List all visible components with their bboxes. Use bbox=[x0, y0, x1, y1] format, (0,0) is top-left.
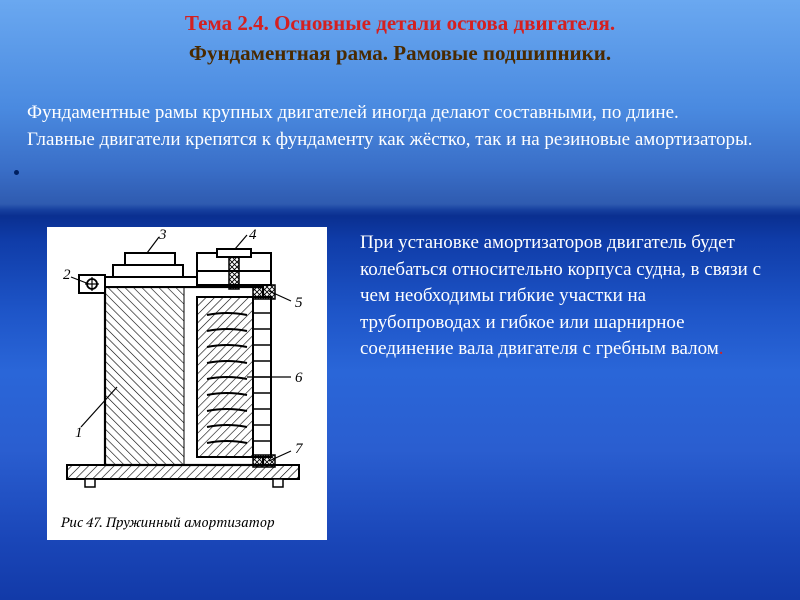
bullet-icon bbox=[14, 170, 19, 175]
figure-spring-absorber: 1 2 3 4 5 6 7 Рис 47. Пружинный амортиза… bbox=[47, 227, 327, 540]
svg-text:3: 3 bbox=[158, 227, 167, 243]
title-line2: Фундаментная рама. Рамовые подшипники. bbox=[30, 38, 770, 68]
title-line1: Тема 2.4. Основные детали остова двигате… bbox=[30, 8, 770, 38]
paragraph-3: При установке амортизаторов двигатель бу… bbox=[360, 232, 761, 359]
red-period: . bbox=[719, 338, 724, 359]
slide: Тема 2.4. Основные детали остова двигате… bbox=[0, 0, 800, 600]
svg-text:6: 6 bbox=[295, 370, 303, 386]
figure-caption: Рис 47. Пружинный амортизатор bbox=[61, 513, 275, 532]
body-text: Фундаментные рамы крупных двигателей ино… bbox=[27, 100, 767, 153]
right-paragraph: При установке амортизаторов двигатель бу… bbox=[360, 230, 770, 363]
svg-text:5: 5 bbox=[295, 295, 303, 311]
title-block: Тема 2.4. Основные детали остова двигате… bbox=[0, 8, 800, 69]
svg-text:4: 4 bbox=[249, 227, 257, 243]
paragraph-2: Главные двигатели крепятся к фундаменту … bbox=[27, 127, 767, 154]
svg-text:2: 2 bbox=[63, 267, 71, 283]
diagram-svg: 1 2 3 4 5 6 7 bbox=[47, 227, 327, 540]
svg-text:1: 1 bbox=[75, 425, 83, 441]
paragraph-1: Фундаментные рамы крупных двигателей ино… bbox=[27, 100, 767, 127]
